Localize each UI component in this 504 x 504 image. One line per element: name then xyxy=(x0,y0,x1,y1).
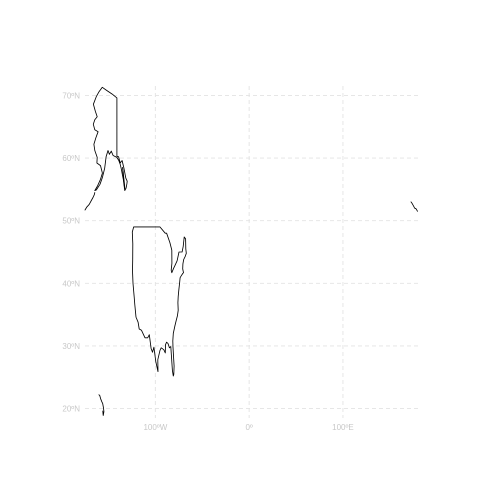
alaska-panhandle-islands xyxy=(122,166,126,190)
hawaii-islands xyxy=(98,394,105,416)
lat-label: 60ºN xyxy=(62,154,80,163)
aleutian-islands xyxy=(84,192,96,211)
axis-labels: 70ºN 60ºN 50ºN 40ºN 30ºN 20ºN 100ºW 0º 100ºE xyxy=(62,91,353,432)
lat-label: 20ºN xyxy=(62,405,80,414)
lat-label: 40ºN xyxy=(62,279,80,288)
attu-islands-east xyxy=(410,201,418,212)
lat-label: 70ºN xyxy=(62,91,80,100)
lon-label: 0º xyxy=(245,423,252,432)
alaska-coastline xyxy=(92,86,128,192)
lon-label: 100ºE xyxy=(332,423,354,432)
conus-coastline xyxy=(131,226,187,377)
lat-label: 30ºN xyxy=(62,342,80,351)
lon-label: 100ºW xyxy=(143,423,167,432)
graticule xyxy=(85,86,418,418)
lat-label: 50ºN xyxy=(62,217,80,226)
coastlines xyxy=(84,86,418,416)
